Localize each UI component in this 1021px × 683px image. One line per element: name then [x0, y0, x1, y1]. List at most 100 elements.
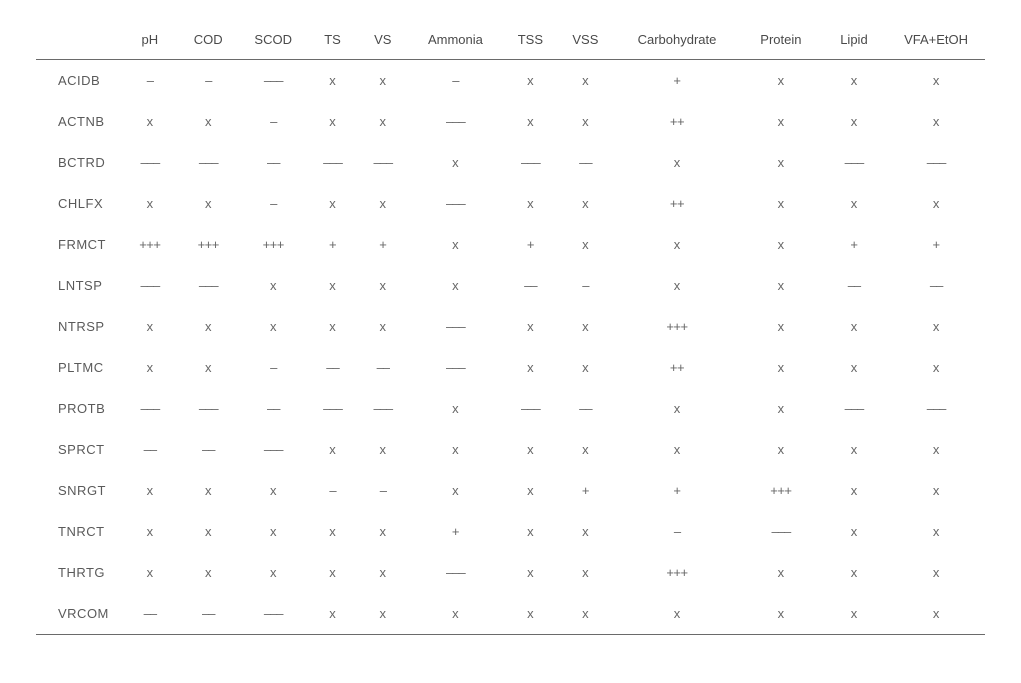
table-cell: –– [177, 593, 239, 635]
table-cell: x [122, 347, 177, 388]
table-row: PROTB––––––––––––––x–––––xx–––––– [36, 388, 985, 429]
table-cell: x [558, 429, 613, 470]
row-label: CHLFX [36, 183, 122, 224]
table-cell: x [558, 101, 613, 142]
row-label: NTRSP [36, 306, 122, 347]
table-cell: x [887, 60, 985, 102]
table-cell: x [821, 511, 887, 552]
table-cell: x [741, 429, 821, 470]
col-header: VS [358, 22, 408, 60]
table-cell: + [408, 511, 503, 552]
table-cell: x [503, 60, 558, 102]
table-cell: x [122, 101, 177, 142]
table-cell: x [741, 552, 821, 593]
table-cell: x [558, 347, 613, 388]
table-cell: ––– [358, 142, 408, 183]
table-cell: ––– [821, 388, 887, 429]
table-cell: x [503, 593, 558, 635]
table-cell: –– [887, 265, 985, 306]
table-cell: x [741, 183, 821, 224]
table-row: NTRSPxxxxx–––xx+++xxx [36, 306, 985, 347]
table-cell: x [239, 511, 307, 552]
table-cell: x [408, 593, 503, 635]
table-cell: x [558, 593, 613, 635]
table-cell: x [741, 306, 821, 347]
table-cell: – [177, 60, 239, 102]
table-cell: x [503, 470, 558, 511]
table-cell: x [887, 101, 985, 142]
table-row: FRMCT+++++++++++x+xxx++ [36, 224, 985, 265]
row-label: THRTG [36, 552, 122, 593]
col-header: Protein [741, 22, 821, 60]
table-cell: – [239, 101, 307, 142]
table-cell: x [741, 593, 821, 635]
table-cell: ––– [239, 429, 307, 470]
table-cell: x [358, 429, 408, 470]
row-label: SNRGT [36, 470, 122, 511]
table-cell: ––– [503, 388, 558, 429]
table-cell: x [239, 306, 307, 347]
col-header: Carbohydrate [613, 22, 741, 60]
table-cell: ––– [307, 388, 357, 429]
table-cell: ––– [408, 347, 503, 388]
table-cell: x [503, 511, 558, 552]
table-cell: + [887, 224, 985, 265]
table-cell: ––– [122, 265, 177, 306]
table-cell: x [613, 265, 741, 306]
table-cell: x [408, 265, 503, 306]
table-cell: x [558, 183, 613, 224]
table-cell: – [122, 60, 177, 102]
table-cell: – [408, 60, 503, 102]
table-cell: x [239, 470, 307, 511]
table-cell: –– [239, 388, 307, 429]
table-cell: – [239, 347, 307, 388]
table-row: ACTNBxx–xx–––xx++xxx [36, 101, 985, 142]
table-cell: x [887, 593, 985, 635]
table-cell: x [239, 552, 307, 593]
table-cell: x [887, 511, 985, 552]
table-cell: x [358, 593, 408, 635]
table-cell: ––– [741, 511, 821, 552]
table-cell: x [887, 470, 985, 511]
table-cell: ––– [239, 593, 307, 635]
table-cell: x [887, 429, 985, 470]
table-cell: ––– [408, 306, 503, 347]
table-cell: +++ [177, 224, 239, 265]
table-cell: x [503, 347, 558, 388]
table-cell: x [307, 511, 357, 552]
table-cell: –– [122, 429, 177, 470]
table-cell: x [122, 183, 177, 224]
table-cell: x [177, 470, 239, 511]
table-cell: x [613, 388, 741, 429]
row-label: TNRCT [36, 511, 122, 552]
table-cell: x [503, 101, 558, 142]
table-cell: x [558, 552, 613, 593]
table-cell: x [122, 470, 177, 511]
table-cell: x [503, 306, 558, 347]
table-row: VRCOM–––––––xxxxxxxxx [36, 593, 985, 635]
table-cell: ––– [177, 388, 239, 429]
table-cell: x [177, 347, 239, 388]
row-label: LNTSP [36, 265, 122, 306]
table-cell: x [821, 593, 887, 635]
table-cell: x [558, 60, 613, 102]
table-cell: x [122, 552, 177, 593]
col-header: TSS [503, 22, 558, 60]
table-row: CHLFXxx–xx–––xx++xxx [36, 183, 985, 224]
table-cell: + [613, 470, 741, 511]
table-cell: x [307, 306, 357, 347]
table-cell: x [503, 183, 558, 224]
table-cell: –– [558, 142, 613, 183]
table-cell: ––– [177, 142, 239, 183]
table-cell: x [307, 429, 357, 470]
table-row: BCTRD––––––––––––––x–––––xx–––––– [36, 142, 985, 183]
table-cell: x [887, 552, 985, 593]
table-cell: x [307, 101, 357, 142]
correlation-table: pHCODSCODTSVSAmmoniaTSSVSSCarbohydratePr… [36, 22, 985, 635]
table-cell: x [887, 306, 985, 347]
row-label: BCTRD [36, 142, 122, 183]
table-header-row: pHCODSCODTSVSAmmoniaTSSVSSCarbohydratePr… [36, 22, 985, 60]
table-cell: + [821, 224, 887, 265]
row-label: SPRCT [36, 429, 122, 470]
table-cell: x [177, 101, 239, 142]
